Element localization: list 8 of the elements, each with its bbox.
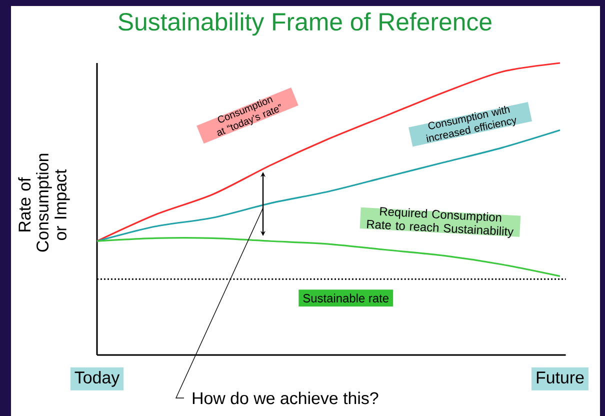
x-tick-label: Future	[536, 372, 584, 384]
chart-title: Sustainability Frame of Reference	[118, 12, 492, 36]
text: How do we achieve this?	[192, 392, 378, 404]
x-tick-label: Today	[74, 371, 120, 387]
series-label: Required Consumption Rate to reach Sustainability	[367, 207, 514, 238]
text: Consumption with increased efficiency	[426, 106, 516, 142]
y-axis-title: Rate of Consumption or Impact	[18, 154, 70, 252]
ref-line-label: Sustainable rate	[303, 294, 389, 302]
